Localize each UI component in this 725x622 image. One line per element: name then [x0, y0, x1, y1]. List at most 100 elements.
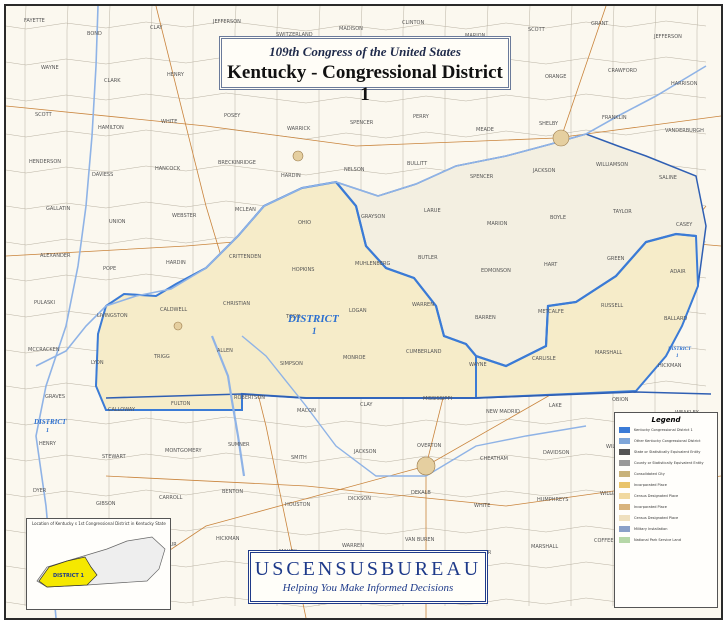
- county-label: WEBSTER: [172, 213, 197, 219]
- legend-item: Military Installation: [615, 523, 717, 534]
- legend-swatch: [619, 448, 630, 455]
- census-bureau-logo: USCENSUSBUREAU Helping You Make Informed…: [248, 550, 488, 604]
- map-title-box: 109th Congress of the United States Kent…: [219, 36, 511, 105]
- county-label: BALLARD: [664, 316, 687, 322]
- county-label: GREEN: [607, 256, 625, 262]
- county-label: CLAY: [150, 25, 163, 31]
- county-label: DAVIDSON: [543, 450, 570, 456]
- county-label: CLARK: [104, 78, 121, 84]
- county-label: LAKE: [549, 403, 562, 409]
- kentucky-lake: [210, 335, 246, 477]
- county-label: FAYETTE: [24, 18, 45, 24]
- county-label: HOUSTON: [285, 502, 311, 508]
- legend-swatch: [619, 481, 630, 488]
- census-bureau-name: USCENSUSBUREAU: [254, 558, 482, 580]
- county-label: ROBERTSON: [234, 395, 265, 401]
- legend-label: Census Designated Place: [634, 515, 679, 520]
- county-label: HENDERSON: [29, 159, 61, 165]
- legend-swatch: [619, 525, 630, 532]
- legend-swatch: [619, 459, 630, 466]
- county-label: OHIO: [298, 220, 311, 226]
- county-label: MACON: [297, 408, 316, 414]
- county-label: CRAWFORD: [608, 68, 637, 74]
- county-label: SUMNER: [228, 442, 250, 448]
- county-label: MEADE: [476, 127, 494, 133]
- county-label: SCOTT: [528, 27, 546, 33]
- legend-label: Kentucky Congressional District 1: [634, 427, 693, 432]
- inset-map: DISTRICT 1: [36, 536, 166, 588]
- county-label: ALEXANDER: [40, 253, 71, 259]
- county-label: POPE: [103, 266, 116, 272]
- county-label: GIBSON: [96, 501, 116, 507]
- county-label: CRITTENDEN: [229, 254, 261, 260]
- county-label: PULASKI: [34, 300, 55, 306]
- legend-label: County or Statistically Equivalent Entit…: [634, 460, 704, 465]
- county-label: MADISON: [339, 26, 363, 32]
- county-label: GRAYSON: [361, 214, 385, 220]
- legend-label: Incorporated Place: [634, 482, 667, 487]
- inset-locator-map: Location of Kentucky s 1st Congressional…: [26, 518, 171, 610]
- county-label: HICKMAN: [658, 363, 682, 369]
- inset-district-label: DISTRICT 1: [53, 573, 85, 579]
- county-label: MISSISSIPPI: [423, 396, 452, 402]
- city-nashville: [416, 456, 436, 476]
- county-label: JEFFERSON: [212, 19, 241, 25]
- district-west-number: 1: [46, 428, 49, 434]
- legend-label: Other Kentucky Congressional District: [634, 438, 701, 443]
- county-label: NELSON: [344, 167, 365, 173]
- county-label: HICKMAN: [216, 536, 240, 542]
- county-label: GALLATIN: [46, 206, 71, 212]
- legend-item: Census Designated Place: [615, 490, 717, 501]
- county-label: ORANGE: [545, 74, 566, 80]
- county-label: STEWART: [102, 454, 127, 460]
- county-label: FULTON: [171, 401, 191, 407]
- county-label: JACKSON: [532, 168, 556, 174]
- mississippi-river: [35, 6, 99, 618]
- legend-swatch: [619, 470, 630, 477]
- legend-label: State or Statistically Equivalent Entity: [634, 449, 701, 454]
- county-label: DYER: [33, 488, 47, 494]
- inset-district-highlight: [38, 556, 98, 588]
- county-label: MARSHALL: [595, 350, 622, 356]
- county-label: MONROE: [343, 355, 366, 361]
- county-label: EDMONSON: [481, 268, 511, 274]
- legend-items: Kentucky Congressional District 1 Other K…: [615, 424, 717, 545]
- county-label: CHEATHAM: [480, 456, 508, 462]
- cumberland-river: [241, 335, 587, 477]
- county-label: PERRY: [413, 114, 430, 120]
- county-label: BENTON: [222, 489, 243, 495]
- county-label: LIVINGSTON: [97, 313, 128, 319]
- legend-label: Military Installation: [634, 526, 668, 531]
- county-label: CALLOWAY: [108, 407, 136, 413]
- legend-swatch: [619, 492, 630, 499]
- district-main-number: 1: [312, 326, 317, 336]
- county-label: CLAY: [360, 402, 373, 408]
- county-label: BOYLE: [550, 215, 566, 221]
- legend-item: State or Statistically Equivalent Entity: [615, 446, 717, 457]
- county-label: WARREN: [412, 302, 434, 308]
- county-label: UNION: [109, 219, 126, 225]
- county-label: OVERTON: [417, 443, 442, 449]
- county-label: TODD: [285, 314, 301, 320]
- county-label: GRANT: [591, 21, 609, 27]
- county-label: VAN BUREN: [405, 537, 435, 543]
- legend-item: Census Designated Place: [615, 512, 717, 523]
- county-label: VANDERBURGH: [665, 128, 704, 134]
- county-label: BARREN: [475, 315, 496, 321]
- county-label: TAYLOR: [612, 209, 632, 215]
- county-label: HENRY: [167, 72, 185, 78]
- county-label: MONTGOMERY: [165, 448, 202, 454]
- county-label: CHRISTIAN: [223, 301, 250, 307]
- ohio-river: [35, 65, 707, 367]
- county-label: HANCOCK: [155, 166, 181, 172]
- county-label: MCCRACKEN: [28, 347, 60, 353]
- district-main-label: DISTRICT: [287, 313, 340, 325]
- legend-label: Census Designated Place: [634, 493, 679, 498]
- county-label: CALDWELL: [160, 307, 187, 313]
- legend-item: County or Statistically Equivalent Entit…: [615, 457, 717, 468]
- county-label: WILLIAMSON: [596, 162, 628, 168]
- state-line-south: [105, 391, 712, 399]
- city-paducah: [173, 321, 183, 331]
- district-west-label: DISTRICT: [33, 418, 67, 426]
- county-label: BOND: [87, 31, 102, 37]
